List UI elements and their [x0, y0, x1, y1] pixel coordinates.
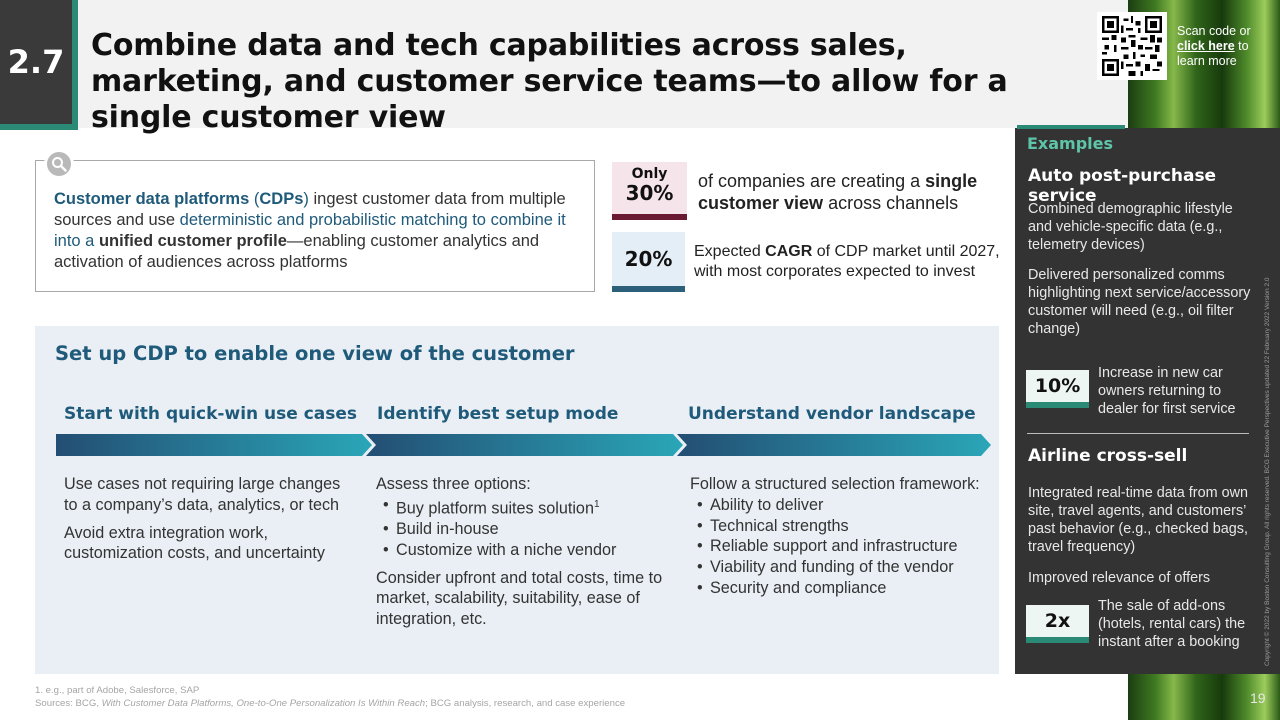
example1-paragraph1: Combined demographic lifestyle and vehic… — [1028, 201, 1233, 253]
list-item: Build in-house — [376, 519, 666, 540]
stat-cagr-value: 20% — [612, 232, 685, 292]
search-icon — [44, 149, 74, 179]
qr-code[interactable] — [1097, 12, 1167, 80]
stat-single-view: Only 30% — [612, 162, 687, 220]
cdp-term: Customer data platforms — [54, 190, 250, 208]
step3-arrow — [677, 434, 991, 456]
qr-caption-prefix: Scan code or — [1177, 24, 1251, 38]
cdp-paren-open: ( — [249, 190, 260, 208]
header — [0, 0, 1128, 128]
example2-stat-text: The sale of add-ons (hotels, rental cars… — [1098, 598, 1246, 650]
option-buy: Buy platform suites solution — [396, 499, 594, 518]
qr-caption: Scan code or click here to learn more — [1177, 24, 1277, 69]
step3-title: Understand vendor landscape — [688, 404, 976, 424]
learn-more-link[interactable]: click here — [1177, 39, 1235, 53]
list-item: Ability to deliver — [690, 495, 995, 516]
example1-stat-value: 10% — [1026, 370, 1089, 408]
step2-arrow — [366, 434, 683, 456]
step1-arrow — [56, 434, 372, 456]
footnote: 1. e.g., part of Adobe, Salesforce, SAP — [35, 685, 200, 696]
footnote-ref: 1 — [593, 498, 600, 510]
list-item: Security and compliance — [690, 578, 995, 599]
example2-paragraph1: Integrated real-time data from own site,… — [1028, 485, 1248, 555]
list-item: Viability and funding of the vendor — [690, 557, 995, 578]
step2-body: Assess three options: Buy platform suite… — [376, 474, 666, 637]
sources-title: With Customer Data Platforms, One-to-One… — [101, 698, 426, 709]
cdp-abbr: CDPs — [259, 190, 304, 208]
definition-box — [35, 160, 595, 292]
list-item: Reliable support and infrastructure — [690, 536, 995, 557]
stat-single-view-qualifier: Only — [631, 166, 668, 182]
stat-cagr-text: Expected CAGR of CDP market until 2027, … — [694, 242, 1016, 282]
step2-paragraph2: Consider upfront and total costs, time t… — [376, 568, 663, 629]
definition-bold: unified customer profile — [98, 232, 287, 250]
step3-criteria-list: Ability to deliver Technical strengths R… — [690, 495, 995, 599]
qr-caption-suffix: to learn more — [1177, 39, 1249, 68]
stat-single-view-text: of companies are creating a single custo… — [698, 170, 1008, 214]
cdp-panel-title: Set up CDP to enable one view of the cus… — [55, 342, 575, 365]
example2-stat-value: 2x — [1026, 605, 1089, 643]
step2-options-list: Buy platform suites solution1 Build in-h… — [376, 495, 666, 561]
stat1-text-pre: of companies are creating a — [698, 171, 926, 191]
example2-paragraph2: Improved relevance of offers — [1028, 570, 1211, 586]
step1-paragraph2: Avoid extra integration work, customizat… — [64, 523, 325, 563]
stat1-text-bold: single customer view — [698, 171, 978, 213]
sources: Sources: BCG, With Customer Data Platfor… — [35, 698, 625, 709]
list-item: Customize with a niche vendor — [376, 540, 666, 561]
example1-stat-text: Increase in new car owners returning to … — [1098, 365, 1236, 417]
definition-part3: —enabling customer analytics and activat… — [54, 232, 540, 271]
stat2-text-pre: Expected — [694, 243, 766, 260]
list-item: Technical strengths — [690, 516, 995, 537]
example1-paragraph2: Delivered personalized comms highlightin… — [1028, 267, 1251, 337]
example1-heading: Auto post-purchase service — [1028, 166, 1217, 206]
cdp-paren-close: ) — [303, 190, 309, 208]
list-item: Buy platform suites solution1 — [376, 495, 666, 519]
sources-suffix: ; BCG analysis, research, and case exper… — [425, 698, 626, 709]
stat-single-view-value: 30% — [625, 181, 674, 205]
step1-body: Use cases not requiring large changes to… — [64, 474, 354, 571]
page-number: 19 — [1250, 690, 1266, 706]
examples-divider — [1027, 433, 1249, 434]
sources-prefix: Sources: BCG, — [35, 698, 102, 709]
stat2-text-bold: CAGR — [765, 243, 813, 260]
step2-title: Identify best setup mode — [377, 404, 619, 424]
examples-tab-accent — [1017, 125, 1125, 129]
stat2-text-post: of CDP market until 2027, with most corp… — [694, 243, 1000, 280]
step2-intro: Assess three options: — [376, 475, 531, 493]
step3-intro: Follow a structured selection framework: — [690, 475, 980, 493]
section-number: 2.7 — [0, 0, 72, 124]
example2-heading: Airline cross-sell — [1028, 446, 1188, 466]
definition-text: Customer data platforms (CDPs) ingest cu… — [54, 189, 579, 273]
step-arrows — [56, 434, 991, 456]
examples-label: Examples — [1027, 134, 1114, 153]
section-number-box: 2.7 — [0, 0, 78, 130]
step1-title: Start with quick-win use cases — [64, 404, 358, 424]
stat1-text-post: across channels — [823, 193, 959, 213]
copyright-notice: Copyright © 2022 by Boston Consulting Gr… — [1264, 277, 1271, 666]
step1-paragraph1: Use cases not requiring large changes to… — [64, 475, 341, 514]
page-title: Combine data and tech capabilities acros… — [91, 28, 1008, 135]
definition-part1: ingest customer data from multiple sourc… — [54, 190, 566, 229]
definition-part2: deterministic and probabilistic matching… — [54, 211, 566, 250]
qr-code-graphic — [1102, 16, 1162, 76]
step3-body: Follow a structured selection framework:… — [690, 474, 995, 606]
